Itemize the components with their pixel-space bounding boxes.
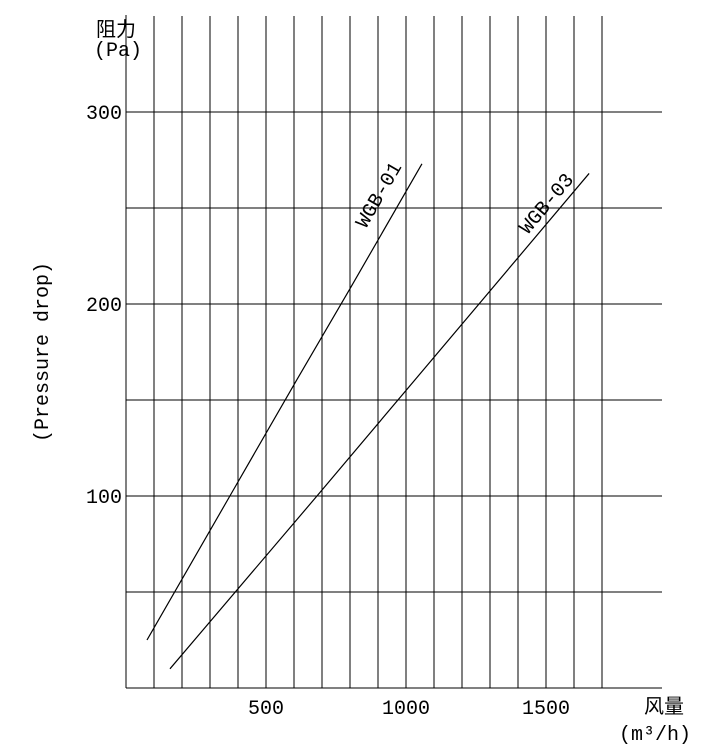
series-label: WGB-03 — [516, 170, 580, 240]
x-tick-label: 500 — [248, 698, 284, 721]
y-tick-label: 300 — [86, 103, 122, 126]
series-label: WGB-01 — [352, 159, 408, 233]
series-line — [169, 173, 590, 670]
x-tick-label: 1500 — [522, 698, 570, 721]
y-unit: (Pa) — [94, 40, 142, 63]
y-label: 阻力 — [96, 18, 136, 43]
series-line — [146, 163, 423, 641]
x-unit: (m³/h) — [619, 724, 691, 747]
x-label: 风量 — [644, 696, 684, 720]
y-tick-label: 200 — [86, 295, 122, 318]
y-label-en: (Pressure drop) — [32, 262, 55, 442]
y-tick-label: 100 — [86, 487, 122, 510]
x-tick-label: 1000 — [382, 698, 430, 721]
